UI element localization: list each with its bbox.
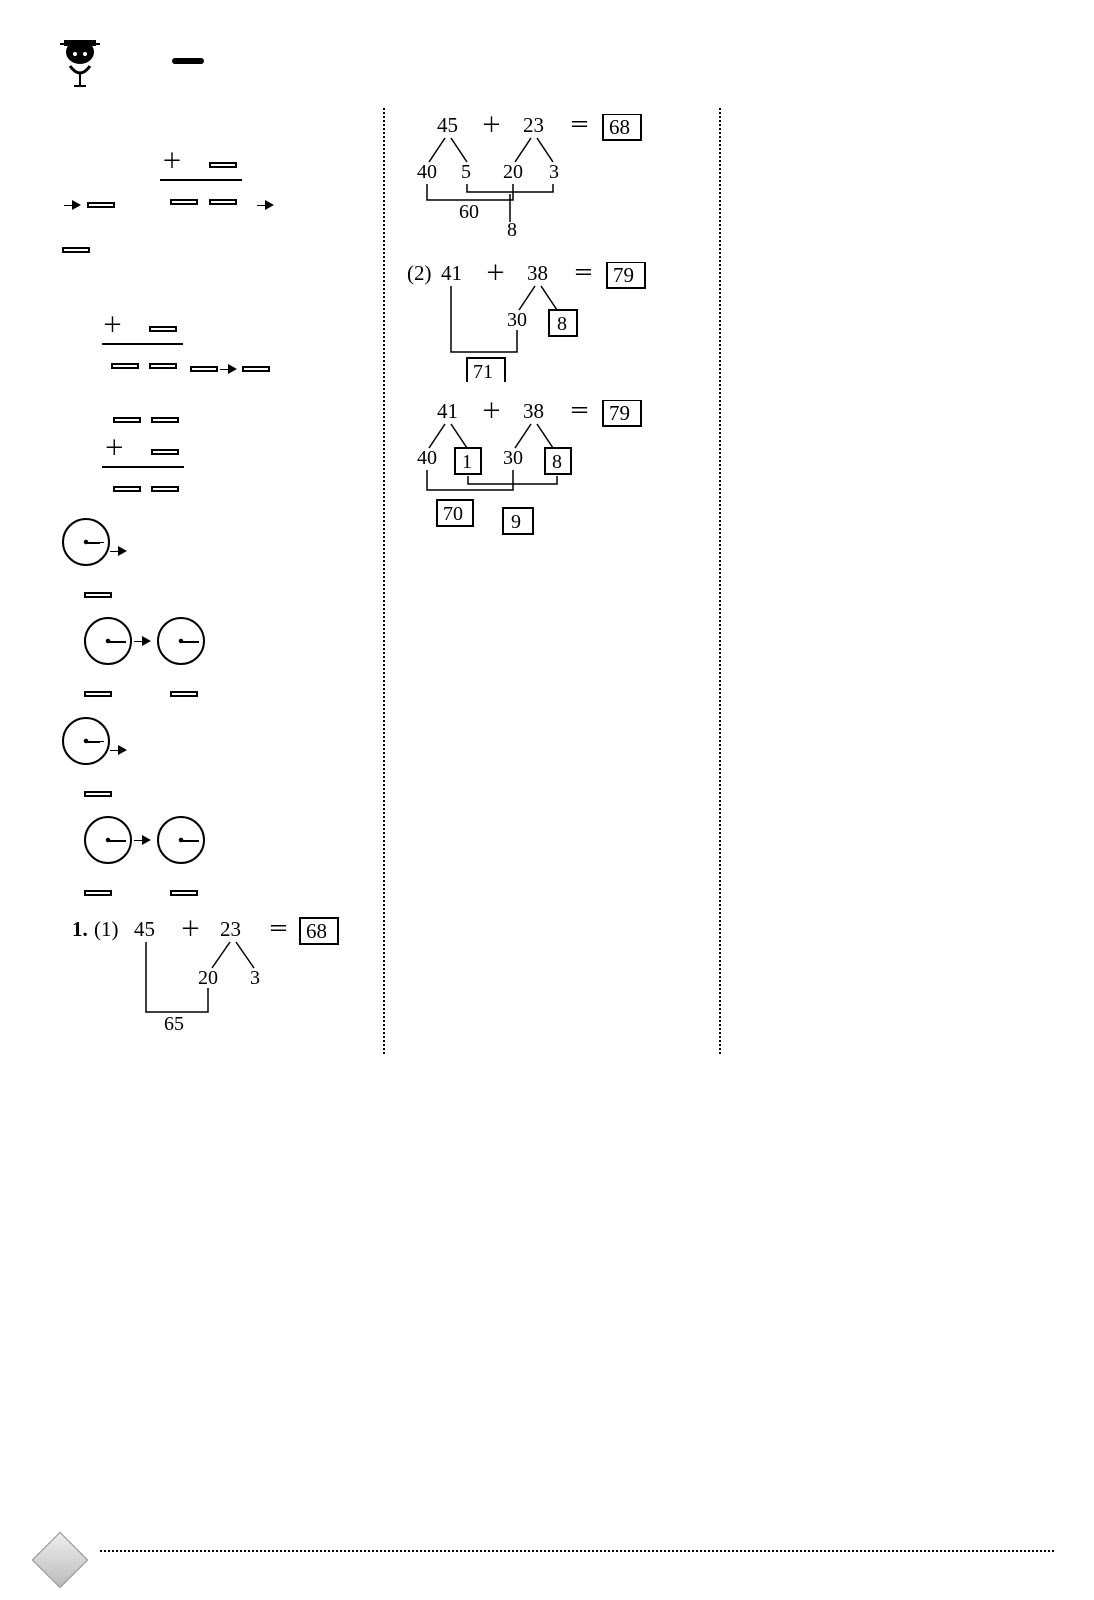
clock-icon [62,717,110,765]
c1-q2 [62,189,115,221]
footer-divider [100,1550,1054,1552]
svg-text:＝: ＝ [573,262,594,285]
q4-vstack: ＋ [102,401,184,502]
svg-text:71: 71 [473,361,493,382]
clock-icon [84,617,132,665]
c2-d2: 41 ＋ 38 ＝ 79 40 1 30 8 70 9 [407,400,706,540]
mascot-icon [50,30,110,90]
column-3 [719,108,1054,1054]
svg-text:8: 8 [557,313,567,335]
svg-text:3: 3 [549,161,559,183]
c1-q4 [188,354,271,386]
clock-icon [157,617,205,665]
column-1: ＋ ＋ [50,108,383,1054]
q2-arrow [64,204,72,206]
p4-problem-1-1: 1. (1) 45 ＋ 23 ＝ 68 20 3 65 [72,916,371,1036]
c1-sec2-1 [62,518,371,566]
q2-vstack: ＋ [160,114,242,215]
c1-q3 [247,189,264,221]
svg-text:8: 8 [552,451,562,473]
svg-text:(1): (1) [94,917,119,941]
decomp-tree: 1. (1) 45 ＋ 23 ＝ 68 20 3 65 [72,916,342,1036]
svg-text:＋: ＋ [481,400,502,423]
svg-text:45: 45 [134,917,155,941]
svg-text:79: 79 [613,263,634,287]
svg-text:41: 41 [437,400,458,423]
svg-text:38: 38 [527,262,548,285]
clock-icon [62,518,110,566]
svg-text:68: 68 [609,115,630,139]
q3-vstack: ＋ [102,278,183,379]
svg-text:＋: ＋ [180,917,201,941]
page-number-badge [32,1532,89,1589]
svg-text:20: 20 [503,161,523,183]
svg-text:40: 40 [417,447,437,469]
svg-text:30: 30 [503,447,523,469]
svg-text:3: 3 [250,967,260,989]
q4-arrow [220,368,228,370]
svg-text:45: 45 [437,114,458,137]
q2-ans [87,202,115,208]
svg-text:(2): (2) [407,262,432,285]
svg-text:70: 70 [443,503,463,525]
svg-text:65: 65 [164,1013,184,1035]
svg-text:9: 9 [511,511,521,533]
q3-ans [62,247,90,253]
svg-text:＝: ＝ [268,917,289,941]
clock-icon [84,816,132,864]
svg-text:30: 30 [507,309,527,331]
page-header [50,30,1054,90]
svg-text:60: 60 [459,201,479,223]
svg-text:＝: ＝ [569,114,590,137]
svg-text:＝: ＝ [569,400,590,423]
svg-text:8: 8 [507,219,517,241]
column-2: 45 ＋ 23 ＝ 68 40 5 20 3 60 8 (2) [383,108,718,1054]
q3-arrow [257,204,265,206]
svg-text:20: 20 [198,967,218,989]
svg-text:5: 5 [461,161,471,183]
svg-text:79: 79 [609,401,630,425]
svg-text:41: 41 [441,262,462,285]
svg-text:23: 23 [523,114,544,137]
svg-text:＋: ＋ [485,262,506,285]
svg-text:23: 23 [220,917,241,941]
title-sub [172,58,204,64]
svg-text:40: 40 [417,161,437,183]
svg-text:68: 68 [306,919,327,943]
svg-text:＋: ＋ [481,114,502,137]
c2-d0: 45 ＋ 23 ＝ 68 40 5 20 3 60 8 [407,114,706,244]
svg-text:38: 38 [523,400,544,423]
c2-d1: (2) 41 ＋ 38 ＝ 79 30 8 71 [407,262,706,382]
svg-text:1: 1 [462,451,472,473]
clock-icon [157,816,205,864]
svg-text:1.: 1. [72,917,88,941]
page-footer [40,1540,80,1580]
